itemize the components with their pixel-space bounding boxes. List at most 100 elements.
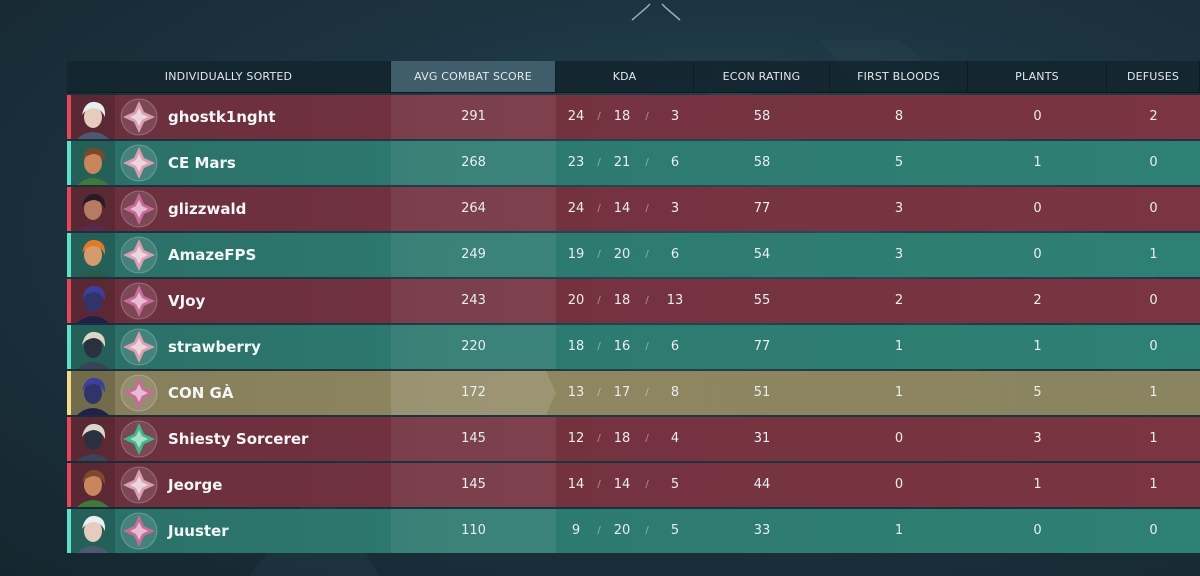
kills-value: 13 <box>567 385 585 400</box>
first-bloods-value: 1 <box>894 523 904 538</box>
hat-agent-icon <box>71 325 115 369</box>
defuses-value: 2 <box>1149 109 1158 124</box>
kda-cell: 24 / 14 / 3 <box>556 187 694 231</box>
player-row[interactable]: ghostk1nght 291 24 / 18 / 3 58 8 0 2 <box>67 95 1200 139</box>
sorted-column-highlight <box>391 95 556 139</box>
plants-value: 1 <box>1033 477 1042 492</box>
assists-value: 5 <box>670 523 680 538</box>
kda-separator: / <box>597 341 601 352</box>
defuses-value: 0 <box>1149 155 1158 170</box>
deaths-value: 18 <box>613 431 631 446</box>
kda-cell: 19 / 20 / 6 <box>556 233 694 277</box>
sorted-column-highlight <box>391 417 556 461</box>
player-name[interactable]: Jeorge <box>168 476 223 494</box>
sorted-column-highlight <box>391 279 556 323</box>
defuses-value: 1 <box>1149 247 1158 262</box>
kills-value: 12 <box>567 431 585 446</box>
silver-hair-agent-icon <box>71 95 115 139</box>
team-indicator <box>67 233 71 277</box>
player-row[interactable]: Juuster 110 9 / 20 / 5 33 1 0 0 <box>67 509 1200 553</box>
assists-value: 3 <box>670 109 680 124</box>
assists-value: 6 <box>670 155 680 170</box>
team-indicator <box>67 509 71 553</box>
header-first-bloods[interactable]: FIRST BLOODS <box>830 61 968 92</box>
acs-value: 220 <box>461 339 486 354</box>
player-row[interactable]: VJoy 243 20/18/13 55 2 2 0 <box>67 279 1200 323</box>
plants-value: 1 <box>1033 155 1042 170</box>
player-row[interactable]: glizzwald 264 24 / 14 / 3 77 3 0 0 <box>67 187 1200 231</box>
kda-separator: / <box>645 525 649 536</box>
plants-value: 1 <box>1033 339 1042 354</box>
kda-separator: / <box>645 203 649 214</box>
player-row[interactable]: CON GÀ 172 13/17/8 51 1 5 1 <box>67 371 1200 415</box>
player-name[interactable]: Shiesty Sorcerer <box>168 430 309 448</box>
econ-rating-value: 54 <box>753 247 771 262</box>
player-name[interactable]: Juuster <box>168 522 229 540</box>
kda-separator: / <box>597 295 601 306</box>
header-plants[interactable]: PLANTS <box>968 61 1107 92</box>
team-indicator <box>67 371 71 415</box>
silver-hair-agent-icon <box>71 509 115 553</box>
hooded-agent-icon <box>71 371 115 415</box>
player-name[interactable]: strawberry <box>168 338 261 356</box>
sorted-column-highlight <box>391 187 556 231</box>
deaths-value: 14 <box>613 201 631 216</box>
econ-rating-value: 44 <box>753 477 771 492</box>
player-name[interactable]: CE Mars <box>168 154 236 172</box>
econ-rating-value: 77 <box>753 339 771 354</box>
player-row[interactable]: Jeorge 145 14 / 14 / 5 44 0 1 1 <box>67 463 1200 507</box>
rank-icon <box>120 328 158 366</box>
player-row[interactable]: AmazeFPS 249 19 / 20 / 6 54 3 0 1 <box>67 233 1200 277</box>
player-row[interactable]: strawberry 220 18 / 16 / 6 77 1 1 0 <box>67 325 1200 369</box>
acs-value: 264 <box>461 201 486 216</box>
kda-separator: / <box>597 111 601 122</box>
plants-value: 2 <box>1033 293 1042 308</box>
assists-value: 5 <box>670 477 680 492</box>
kda-cell: 14 / 14 / 5 <box>556 463 694 507</box>
rank-icon <box>120 512 158 550</box>
player-name[interactable]: ghostk1nght <box>168 108 276 126</box>
defuses-value: 1 <box>1149 477 1158 492</box>
player-row[interactable]: Shiesty Sorcerer 145 12/18/4 31 0 3 1 <box>67 417 1200 461</box>
defuses-value: 0 <box>1149 523 1158 538</box>
header-defuses[interactable]: DEFUSES <box>1107 61 1200 92</box>
player-name[interactable]: CON GÀ <box>168 384 234 402</box>
first-bloods-value: 1 <box>894 385 904 400</box>
player-row[interactable]: CE Mars 268 23 / 21 / 6 58 5 1 0 <box>67 141 1200 185</box>
kills-value: 23 <box>567 155 585 170</box>
assists-value: 8 <box>670 385 680 400</box>
header-econ-rating[interactable]: ECON RATING <box>694 61 830 92</box>
rank-icon <box>120 420 158 458</box>
plants-value: 0 <box>1033 247 1042 262</box>
kda-cell: 24 / 18 / 3 <box>556 95 694 139</box>
player-name[interactable]: AmazeFPS <box>168 246 257 264</box>
kills-value: 24 <box>567 109 585 124</box>
kda-separator: / <box>597 157 601 168</box>
header-kda[interactable]: KDA <box>556 61 694 92</box>
kda-separator: / <box>597 249 601 260</box>
header-sort-mode[interactable]: INDIVIDUALLY SORTED <box>67 61 391 92</box>
team-indicator <box>67 279 71 323</box>
assists-value: 6 <box>670 247 680 262</box>
acs-value: 110 <box>461 523 486 538</box>
plants-value: 3 <box>1033 431 1042 446</box>
player-name[interactable]: VJoy <box>168 292 206 310</box>
kda-separator: / <box>597 525 601 536</box>
kda-cell: 20 / 18 / 13 <box>556 279 694 323</box>
defuses-value: 1 <box>1149 385 1158 400</box>
deaths-value: 18 <box>613 109 631 124</box>
acs-value: 249 <box>461 247 486 262</box>
acs-value: 145 <box>461 477 486 492</box>
econ-rating-value: 33 <box>753 523 771 538</box>
kda-separator: / <box>645 295 649 306</box>
plants-value: 5 <box>1033 385 1042 400</box>
econ-rating-value: 55 <box>753 293 771 308</box>
team-indicator <box>67 463 71 507</box>
header-avg-combat-score[interactable]: AVG COMBAT SCORE <box>391 61 556 92</box>
defuses-value: 0 <box>1149 293 1158 308</box>
first-bloods-value: 3 <box>894 247 904 262</box>
player-name[interactable]: glizzwald <box>168 200 247 218</box>
kda-cell: 9 / 20 / 5 <box>556 509 694 553</box>
kills-value: 18 <box>567 339 585 354</box>
hooded-agent-icon <box>71 279 115 323</box>
